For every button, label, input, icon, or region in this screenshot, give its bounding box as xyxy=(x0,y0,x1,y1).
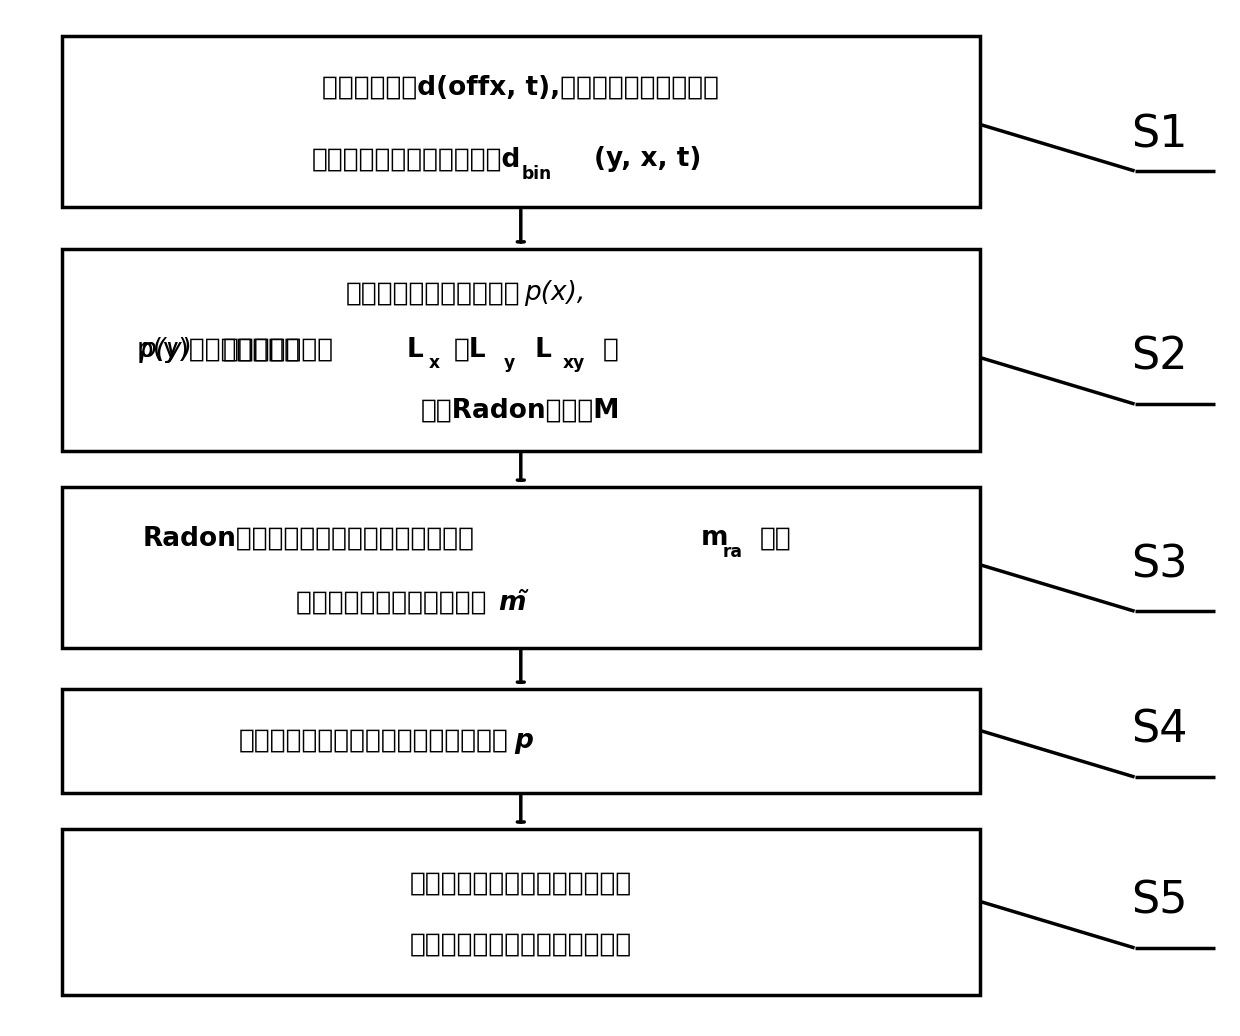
Text: (y, x, t): (y, x, t) xyxy=(594,146,702,172)
Text: ，道集抽取为三维面元道集d: ，道集抽取为三维面元道集d xyxy=(311,146,521,172)
Text: S2: S2 xyxy=(1131,336,1188,379)
Text: 将道集按标量偏移距大小依次排: 将道集按标量偏移距大小依次排 xyxy=(409,870,632,896)
Text: 变换得到时空域多次波模型: 变换得到时空域多次波模型 xyxy=(296,589,496,615)
Text: S4: S4 xyxy=(1131,709,1188,752)
Text: ，写出变换算子: ，写出变换算子 xyxy=(223,337,335,363)
Text: y: y xyxy=(503,354,515,372)
Text: x: x xyxy=(429,354,440,372)
Bar xyxy=(62,487,980,648)
Text: 计算非线性趋势拟合系数: 计算非线性趋势拟合系数 xyxy=(346,280,521,306)
Bar xyxy=(62,829,980,995)
Text: 列，得到多次波压制后三维数据: 列，得到多次波压制后三维数据 xyxy=(409,931,632,958)
Text: p(y): p(y) xyxy=(139,337,192,363)
Text: S1: S1 xyxy=(1131,113,1188,156)
Bar xyxy=(62,689,980,793)
Text: xy: xy xyxy=(563,354,585,372)
Text: ，L: ，L xyxy=(454,337,486,363)
Text: S5: S5 xyxy=(1131,880,1188,923)
Bar xyxy=(62,249,980,451)
Text: S3: S3 xyxy=(1131,543,1188,586)
Text: 相减得到多次波压制后的三维面元道集: 相减得到多次波压制后的三维面元道集 xyxy=(238,727,508,754)
Text: 输入三维数据d(offx, t),依据三维空间坐标信息: 输入三维数据d(offx, t),依据三维空间坐标信息 xyxy=(322,75,719,100)
Text: ra: ra xyxy=(723,543,743,560)
Text: p(y)，写出变换算子: p(y)，写出变换算子 xyxy=(136,337,300,363)
Text: p(x),: p(x), xyxy=(525,280,585,306)
Text: p: p xyxy=(515,727,533,754)
Text: bin: bin xyxy=(522,165,552,182)
Text: ，: ， xyxy=(603,337,619,363)
Text: 计算Radon域数据M: 计算Radon域数据M xyxy=(422,397,620,424)
Text: Radon域数据切除处理，得到多次波模型: Radon域数据切除处理，得到多次波模型 xyxy=(143,525,475,551)
Text: ，并: ，并 xyxy=(760,525,792,551)
Text: L: L xyxy=(407,337,424,363)
Text: m̃: m̃ xyxy=(498,589,526,615)
Bar xyxy=(62,36,980,207)
Text: m: m xyxy=(701,525,728,551)
Text: L: L xyxy=(526,337,552,363)
